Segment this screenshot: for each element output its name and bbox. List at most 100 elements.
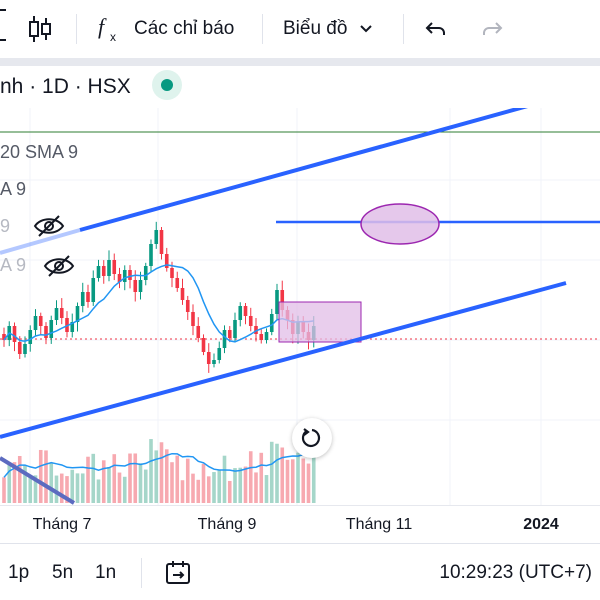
volume-bar xyxy=(2,477,6,503)
channel-upper-faded[interactable] xyxy=(0,228,81,255)
go-to-date-icon[interactable] xyxy=(164,560,192,586)
candle-body xyxy=(96,266,101,278)
channel-lower-trendline[interactable] xyxy=(0,281,567,439)
candle-body xyxy=(154,230,159,244)
range-button-5n[interactable]: 5n xyxy=(52,562,74,583)
candle-body xyxy=(70,322,75,332)
chart-type-label: Biểu đồ xyxy=(283,18,348,39)
candle-body xyxy=(212,360,216,364)
time-axis[interactable]: Tháng 7 Tháng 9 Tháng 11 2024 xyxy=(0,505,600,543)
candle-body xyxy=(86,292,90,302)
volume-bar xyxy=(65,476,69,503)
candle-body xyxy=(175,278,180,288)
candle-body xyxy=(201,338,206,352)
volume-bar xyxy=(301,458,306,503)
volume-bar xyxy=(70,469,75,503)
volume-bar xyxy=(138,463,143,503)
volume-bar xyxy=(311,454,316,503)
volume-bar xyxy=(280,447,285,503)
candle-body xyxy=(280,290,285,310)
legend-indicator-2[interactable]: A 9 xyxy=(0,179,27,199)
market-open-dot-icon xyxy=(161,79,173,91)
highlight-ellipse[interactable] xyxy=(360,203,440,245)
reset-chart-button[interactable] xyxy=(292,418,332,458)
candle-body xyxy=(44,326,48,338)
toolbar-edge-icon[interactable] xyxy=(0,6,14,44)
candle-body xyxy=(233,320,237,338)
candle-body xyxy=(138,280,143,292)
volume-bar xyxy=(275,443,279,503)
candle-body xyxy=(91,278,96,302)
candle-body xyxy=(254,326,258,334)
bottom-divider xyxy=(141,558,142,588)
candle-body xyxy=(38,316,43,326)
legend-indicator-4[interactable]: A 9 xyxy=(0,255,27,275)
candle-body xyxy=(206,352,211,364)
candle-body xyxy=(133,280,138,292)
volume-bar xyxy=(101,460,106,503)
top-toolbar: f x Các chỉ báo Biểu đồ xyxy=(0,0,600,58)
diagonal-trendline[interactable] xyxy=(0,456,76,505)
volume-bar xyxy=(17,455,22,503)
volume-bar xyxy=(185,458,190,503)
eye-hidden-icon[interactable] xyxy=(42,253,76,279)
candle-body xyxy=(28,330,33,344)
time-tick: Tháng 7 xyxy=(32,516,92,533)
volume-bar xyxy=(217,469,222,503)
redo-icon xyxy=(483,22,503,35)
legend-indicator-3[interactable]: 9 xyxy=(0,216,11,236)
candlestick-type-button[interactable] xyxy=(28,0,58,58)
candle-body xyxy=(54,308,59,320)
channel-upper-trendline[interactable] xyxy=(79,108,600,232)
candle-body xyxy=(17,342,22,354)
undo-icon xyxy=(425,22,445,35)
range-button-1n[interactable]: 1n xyxy=(95,562,117,583)
candle-body xyxy=(180,288,185,300)
volume-bar xyxy=(75,473,80,503)
volume-bar xyxy=(38,449,43,503)
toolbar-divider xyxy=(262,14,263,44)
volume-bar xyxy=(212,472,216,503)
symbol-header[interactable]: nh · 1D · HSX xyxy=(0,72,131,102)
volume-bar xyxy=(175,455,180,503)
candle-body xyxy=(275,290,279,314)
volume-bar xyxy=(49,463,54,503)
indicators-button[interactable]: f x Các chỉ báo xyxy=(96,0,234,58)
candle-body xyxy=(75,306,80,322)
candle-body xyxy=(159,230,164,254)
highlight-rectangle[interactable] xyxy=(278,301,362,343)
clock-display[interactable]: 10:29:23 (UTC+7) xyxy=(439,562,592,583)
market-status-indicator[interactable] xyxy=(152,70,182,100)
volume-bar xyxy=(54,475,59,503)
candle-body xyxy=(259,334,264,340)
eye-hidden-icon[interactable] xyxy=(32,213,66,239)
volume-bar xyxy=(96,479,101,503)
volume-bar xyxy=(154,450,159,503)
undo-button[interactable] xyxy=(424,0,448,58)
candle-body xyxy=(23,344,27,354)
price-chart[interactable] xyxy=(0,108,600,505)
volume-bar xyxy=(227,480,232,503)
volume-bar xyxy=(248,451,253,503)
sma-line xyxy=(3,264,314,343)
legend-sma[interactable]: 20 SMA 9 xyxy=(0,142,79,162)
volume-bar xyxy=(7,464,12,503)
candle-body xyxy=(59,308,64,318)
svg-text:x: x xyxy=(110,30,116,44)
candle-body xyxy=(107,260,111,276)
volume-bar xyxy=(296,452,300,503)
volume-bar xyxy=(180,480,185,503)
volume-bar xyxy=(117,472,122,503)
candle-body xyxy=(12,326,17,342)
redo-button[interactable] xyxy=(480,0,504,58)
volume-bar xyxy=(28,475,33,503)
volume-bar xyxy=(159,442,164,503)
volume-bar xyxy=(222,455,227,503)
function-fx-icon: f x xyxy=(98,14,116,44)
volume-bar xyxy=(33,475,38,503)
candle-body xyxy=(248,316,253,326)
chart-type-dropdown[interactable]: Biểu đồ xyxy=(283,0,375,58)
range-button-1p[interactable]: 1p xyxy=(8,562,30,583)
volume-bar xyxy=(238,467,243,503)
volume-bar xyxy=(233,468,237,503)
